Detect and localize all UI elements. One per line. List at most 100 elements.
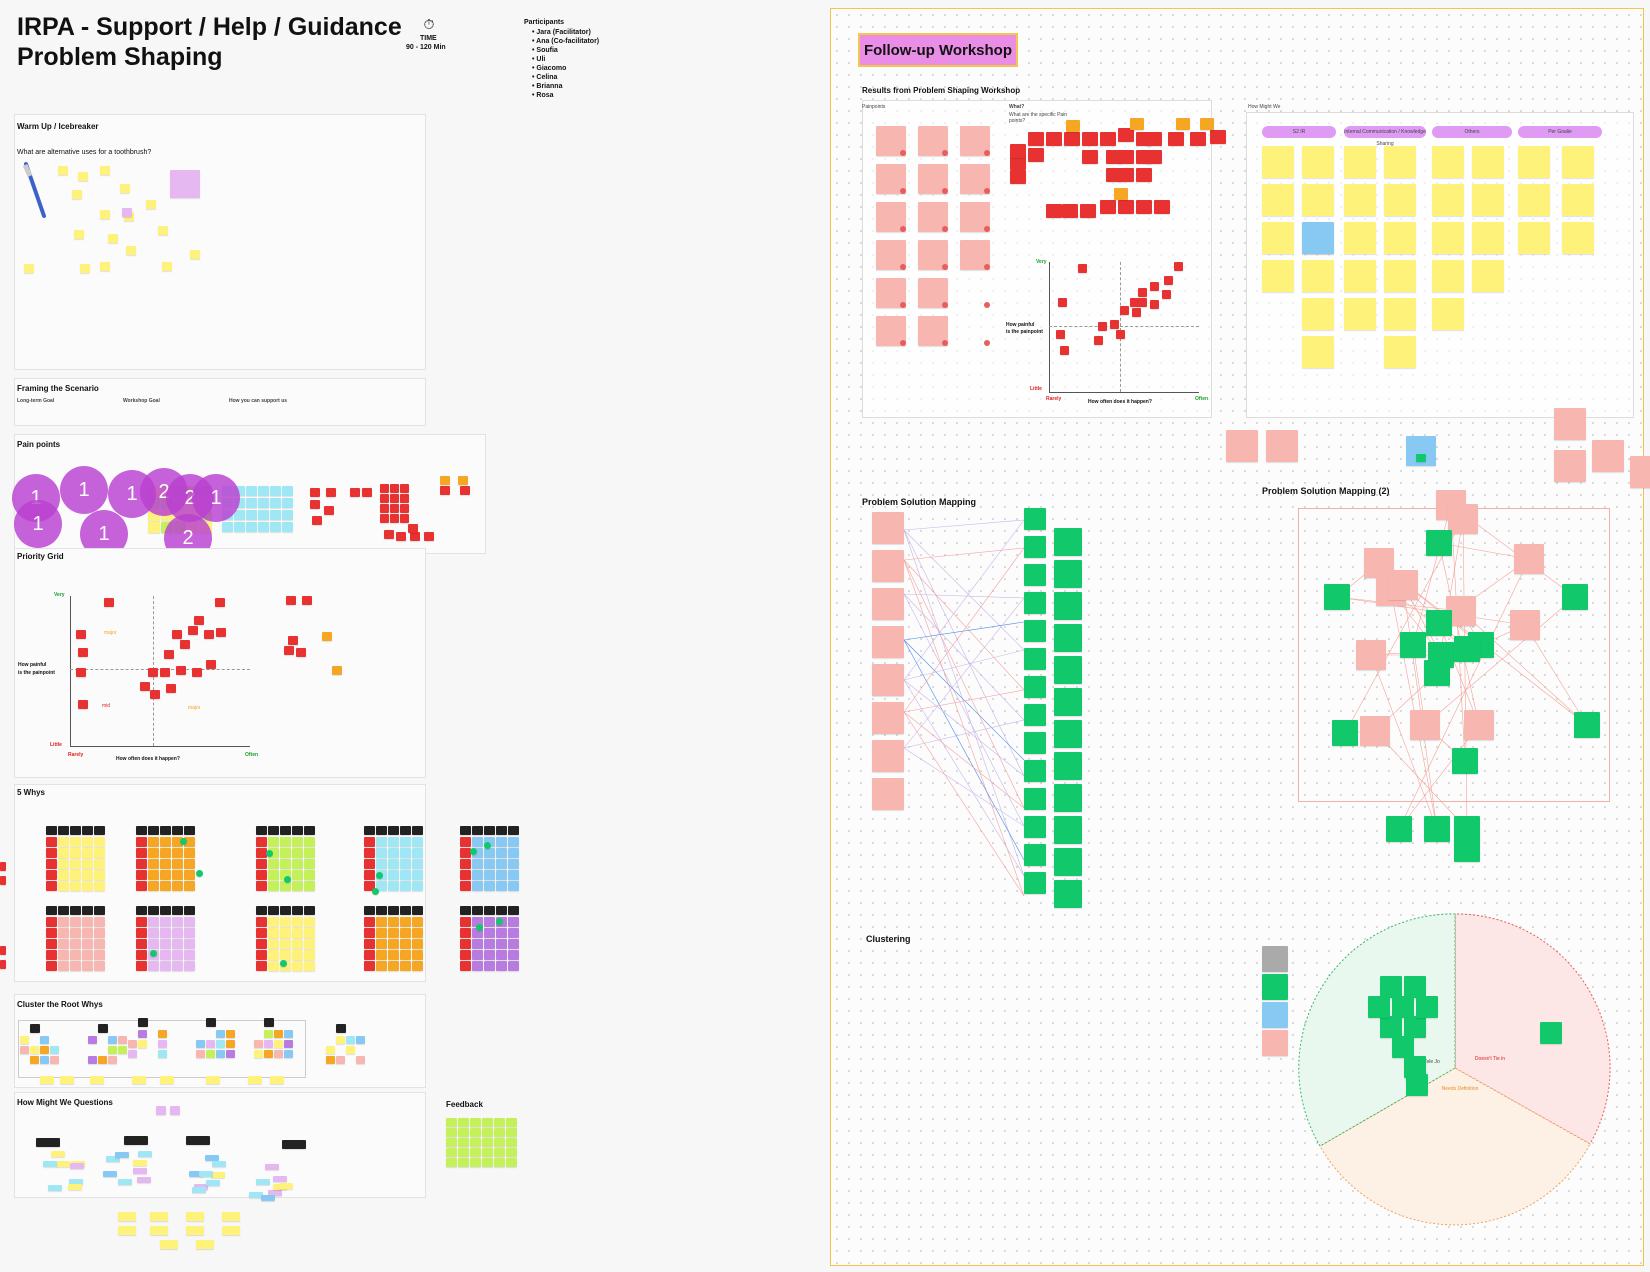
sticky-note[interactable] [264,1040,273,1048]
sticky-note[interactable] [270,486,281,496]
sticky-note[interactable] [364,928,375,938]
sticky-note[interactable] [268,928,279,938]
sticky-note[interactable] [0,946,6,955]
sticky-note[interactable] [364,859,375,869]
sticky-note[interactable] [292,837,303,847]
sticky-note[interactable] [304,881,315,891]
sticky-note[interactable] [1388,570,1418,600]
sticky-note[interactable] [256,826,267,835]
sticky-note[interactable] [484,950,495,960]
sticky-note[interactable] [472,848,483,858]
sticky-note[interactable] [1164,276,1173,285]
sticky-note[interactable] [310,500,320,509]
sticky-note[interactable] [226,1050,235,1058]
sticky-note[interactable] [472,961,483,971]
sticky-note[interactable] [472,917,483,927]
sticky-note[interactable] [440,486,450,495]
sticky-note[interactable] [184,961,195,971]
sticky-note[interactable] [388,881,399,891]
sticky-note[interactable] [70,848,81,858]
sticky-note[interactable] [304,859,315,869]
sticky-note[interactable] [470,1128,481,1137]
sticky-note[interactable] [1384,298,1416,330]
sticky-note[interactable] [268,906,279,915]
sticky-note[interactable] [484,859,495,869]
sticky-note[interactable] [70,928,81,938]
sticky-note[interactable] [364,881,375,891]
sticky-note[interactable] [256,848,267,858]
sticky-note[interactable] [58,917,69,927]
sticky-note[interactable] [234,486,245,496]
sticky-note[interactable] [400,906,411,915]
sticky-note[interactable] [137,1177,151,1183]
sticky-note[interactable] [282,498,293,508]
sticky-note[interactable] [192,668,202,677]
sticky-note[interactable] [82,859,93,869]
sticky-note[interactable] [1426,610,1452,636]
sticky-note[interactable] [280,859,291,869]
sticky-note[interactable] [1262,260,1294,292]
sticky-note[interactable] [1010,144,1026,158]
sticky-note[interactable] [388,939,399,949]
sticky-note[interactable] [206,1050,215,1058]
sticky-note[interactable] [268,1190,282,1196]
sticky-note[interactable] [508,859,519,869]
sticky-note[interactable] [46,906,57,915]
sticky-note[interactable] [46,826,57,835]
sticky-note[interactable] [390,494,399,503]
sticky-note[interactable] [78,648,88,657]
sticky-note[interactable] [1132,308,1141,317]
sticky-note[interactable] [458,1158,469,1167]
sticky-note[interactable] [1426,530,1452,556]
sticky-note[interactable] [1432,146,1464,178]
sticky-note[interactable] [304,928,315,938]
sticky-note[interactable] [400,859,411,869]
sticky-note[interactable] [1404,1056,1426,1078]
sticky-note[interactable] [470,848,477,855]
sticky-note[interactable] [376,837,387,847]
sticky-note[interactable] [282,510,293,520]
sticky-note[interactable] [256,928,267,938]
sticky-note[interactable] [1368,996,1390,1018]
sticky-note[interactable] [100,262,110,271]
sticky-note[interactable] [30,1046,39,1054]
sticky-note[interactable] [100,210,110,219]
sticky-note[interactable] [400,881,411,891]
sticky-note[interactable] [388,928,399,938]
sticky-note[interactable] [274,1040,283,1048]
sticky-note[interactable] [376,872,383,879]
sticky-note[interactable] [376,848,387,858]
sticky-note[interactable] [148,939,159,949]
sticky-note[interactable] [1024,508,1046,530]
sticky-note[interactable] [46,961,57,971]
sticky-note[interactable] [388,859,399,869]
sticky-note[interactable] [1332,720,1358,746]
sticky-note[interactable] [484,870,495,880]
sticky-note[interactable] [172,848,183,858]
sticky-note[interactable] [1344,260,1376,292]
sticky-note[interactable] [388,826,399,835]
sticky-note[interactable] [1082,150,1098,164]
sticky-note[interactable] [206,1180,220,1186]
sticky-note[interactable] [1554,408,1586,440]
sticky-note[interactable] [148,870,159,880]
sticky-note[interactable] [58,826,69,835]
sticky-note[interactable] [412,859,423,869]
sticky-note[interactable] [216,1030,225,1038]
sticky-note[interactable] [211,1172,225,1178]
sticky-note[interactable] [1024,704,1046,726]
sticky-note[interactable] [384,530,394,539]
sticky-note[interactable] [226,1030,235,1038]
sticky-note[interactable] [70,826,81,835]
sticky-note[interactable] [20,1036,29,1044]
sticky-note[interactable] [148,522,160,533]
sticky-note[interactable] [1360,716,1390,746]
sticky-note[interactable] [1046,204,1062,218]
sticky-note[interactable] [400,514,409,523]
sticky-note[interactable] [184,837,195,847]
sticky-note[interactable] [199,1171,213,1177]
sticky-note[interactable] [246,498,257,508]
sticky-note[interactable] [148,906,159,915]
sticky-note[interactable] [364,961,375,971]
sticky-note[interactable] [376,928,387,938]
